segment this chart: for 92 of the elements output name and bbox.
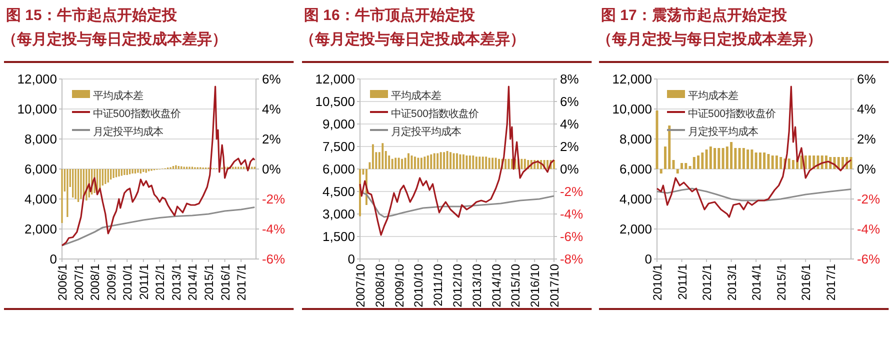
y2-tick-label: -4%	[560, 206, 584, 222]
y-tick-label: 4,000	[620, 192, 652, 206]
y2-tick-label: 0%	[560, 162, 579, 176]
legend-label: 中证500指数收盘价	[688, 108, 776, 120]
x-tick-label: 2012/1	[700, 264, 714, 301]
y2-tick-label: 4%	[262, 102, 282, 116]
y2-tick-label: -2%	[857, 192, 881, 206]
x-tick-label: 2010/10	[411, 264, 426, 308]
y-tick-label: 12,000	[314, 72, 355, 87]
y-tick-label: 8,000	[620, 132, 652, 146]
y2-tick-label: -6%	[857, 251, 881, 266]
y-tick-label: 7,500	[322, 139, 355, 154]
x-tick-label: 2013/1	[169, 264, 184, 301]
x-tick-label: 2007/10	[353, 264, 368, 308]
y-tick-label: 2,000	[620, 222, 652, 236]
x-tick-label: 2009/1	[104, 264, 118, 301]
y2-tick-label: 6%	[560, 94, 579, 109]
y-tick-label: 1,500	[322, 229, 355, 244]
x-tick-label: 2009/10	[392, 264, 406, 308]
x-tick-label: 2010/1	[650, 264, 665, 301]
y-tick-label: 4,500	[322, 184, 355, 199]
y2-tick-label: -4%	[262, 222, 286, 236]
x-tick-label: 2016/1	[218, 264, 232, 301]
y2-tick-label: 4%	[560, 116, 579, 132]
y2-tick-label: 4%	[857, 102, 877, 116]
chart-title: 图 17：震荡市起点开始定投	[601, 6, 788, 24]
x-tick-label: 2014/1	[750, 264, 764, 301]
y2-tick-label: -6%	[560, 229, 584, 244]
legend-label: 中证500指数收盘价	[390, 108, 478, 120]
x-tick-label: 2011/1	[136, 264, 151, 300]
legend-label: 平均成本差	[390, 90, 441, 102]
y-tick-label: 2,000	[24, 222, 57, 236]
x-tick-label: 2015/1	[202, 264, 216, 301]
chart-subtitle: （每月定投与每日定投成本差异）	[300, 30, 525, 48]
y-tick-label: 0	[50, 251, 57, 266]
x-tick-label: 2007/1	[72, 264, 86, 301]
y2-tick-label: 2%	[560, 139, 579, 154]
y-tick-label: 8,000	[24, 132, 57, 146]
y2-tick-label: -2%	[560, 184, 584, 199]
x-tick-label: 2015/1	[774, 264, 789, 301]
y-tick-label: 0	[645, 251, 652, 266]
legend-label: 月定投平均成本	[390, 126, 461, 138]
y-tick-label: 12,000	[612, 72, 652, 87]
x-tick-label: 2017/10	[547, 264, 562, 308]
y-tick-label: 0	[347, 251, 355, 266]
x-tick-label: 2013/1	[725, 264, 740, 301]
y2-tick-label: 6%	[262, 72, 282, 87]
x-tick-label: 2014/10	[488, 264, 503, 308]
y2-tick-label: -4%	[857, 222, 881, 236]
legend-label: 中证500指数收盘价	[92, 108, 180, 120]
y2-tick-label: 0%	[262, 162, 282, 176]
legend-label: 月定投平均成本	[92, 126, 163, 138]
x-tick-label: 2013/10	[470, 264, 484, 308]
y-tick-label: 6,000	[620, 162, 652, 176]
x-tick-label: 2017/1	[234, 264, 249, 301]
y-tick-label: 10,000	[612, 102, 652, 116]
x-tick-label: 2008/10	[372, 264, 387, 308]
x-tick-label: 2012/1	[153, 264, 168, 301]
y2-tick-label: -8%	[560, 251, 584, 266]
legend-label: 平均成本差	[92, 90, 143, 102]
x-tick-label: 2011/10	[430, 264, 445, 306]
chart-title: 图 16：牛市顶点开始定投	[304, 6, 476, 24]
y2-tick-label: 2%	[262, 132, 282, 146]
x-tick-label: 2017/1	[824, 264, 838, 301]
y2-tick-label: 6%	[857, 72, 877, 87]
y-tick-label: 6,000	[24, 162, 57, 176]
x-tick-label: 2011/1	[676, 264, 690, 300]
y-tick-label: 10,000	[17, 102, 57, 116]
x-tick-label: 2012/10	[450, 264, 464, 308]
y-tick-label: 12,000	[17, 72, 57, 87]
y-tick-label: 3,000	[322, 206, 355, 222]
x-tick-label: 2016/1	[799, 264, 814, 301]
y2-tick-label: -2%	[262, 192, 286, 206]
y-tick-label: 4,000	[24, 192, 57, 206]
y2-tick-label: 8%	[560, 72, 579, 87]
y-tick-label: 10,500	[314, 94, 355, 109]
y2-tick-label: -6%	[262, 251, 286, 266]
x-tick-label: 2010/1	[120, 264, 135, 301]
x-tick-label: 2015/10	[508, 264, 522, 308]
x-tick-label: 2014/1	[186, 264, 200, 301]
y-tick-label: 9,000	[322, 116, 355, 132]
x-tick-label: 2016/10	[528, 264, 542, 308]
x-tick-label: 2006/1	[56, 264, 70, 301]
y2-tick-label: 0%	[857, 162, 877, 176]
chart-subtitle: （每月定投与每日定投成本差异）	[597, 30, 822, 48]
legend-label: 月定投平均成本	[688, 126, 758, 138]
x-tick-label: 2008/1	[88, 264, 102, 301]
y-tick-label: 6,000	[322, 162, 355, 176]
legend-label: 平均成本差	[688, 90, 738, 102]
chart-title: 图 15：牛市起点开始定投	[6, 6, 178, 24]
y2-tick-label: 2%	[857, 132, 877, 146]
chart-subtitle: （每月定投与每日定投成本差异）	[2, 30, 227, 48]
